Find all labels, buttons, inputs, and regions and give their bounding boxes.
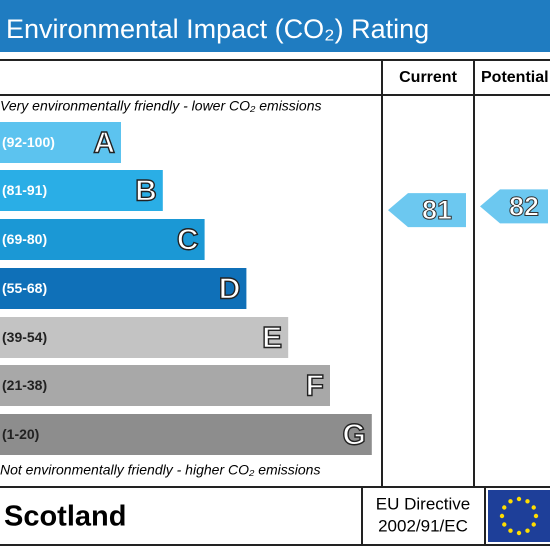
band-range: (39-54) [2,329,47,345]
band-range: (81-91) [2,182,47,198]
star [508,528,513,533]
band [0,317,289,358]
star [516,530,522,536]
star [531,505,536,510]
star [516,496,522,502]
star [525,499,530,504]
star [525,528,530,533]
column-header: Current [399,69,457,86]
top-note: Very environmentally friendly - lower CO… [0,98,321,114]
rating-arrow [480,189,548,224]
band [0,414,372,455]
star [502,522,507,527]
star [502,505,507,510]
title-bar [0,0,550,52]
rating-value: 82 [509,191,539,221]
star [531,522,536,527]
band [0,122,121,163]
star [508,499,513,504]
directive: EU Directive [376,494,470,513]
band [0,365,330,406]
band-letter: A [93,126,115,159]
band [0,170,163,211]
band-range: (21-38) [2,377,47,393]
chart-title: Environmental Impact (CO₂) Rating [6,14,429,44]
band-range: (1-20) [2,426,39,442]
band-letter: D [219,272,241,305]
band-letter: B [135,174,157,207]
band-range: (92-100) [2,134,55,150]
band-letter: C [177,223,199,256]
directive: 2002/91/EC [378,516,468,535]
band-letter: G [342,418,365,451]
bottom-note: Not environmentally friendly - higher CO… [0,462,320,478]
eu-flag [488,490,550,542]
frame [0,59,550,546]
band-range: (55-68) [2,280,47,296]
star [499,513,505,519]
band-letter: E [262,321,282,354]
rating-arrow [388,193,466,228]
band-range: (69-80) [2,231,47,247]
band-letter: F [306,369,324,402]
rating-value: 81 [422,195,452,225]
star [533,513,539,519]
band [0,219,205,260]
column-header: Potential [481,69,549,86]
region: Scotland [4,501,126,533]
band [0,268,247,309]
